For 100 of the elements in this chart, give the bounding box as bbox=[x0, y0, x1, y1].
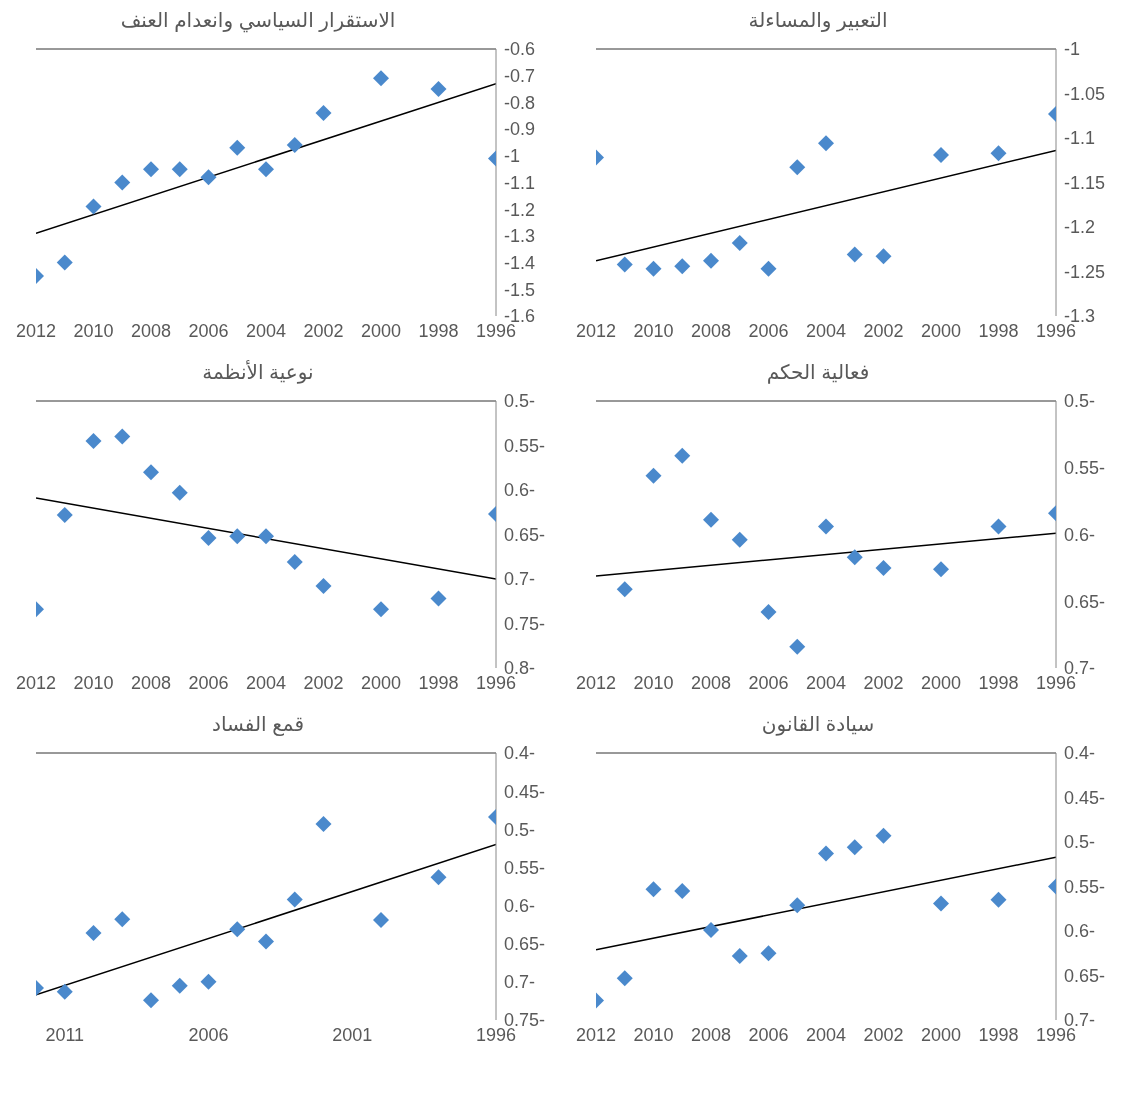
point bbox=[616, 581, 633, 598]
chart-title: التعبير والمساءلة bbox=[747, 8, 889, 34]
point bbox=[286, 554, 303, 571]
point bbox=[990, 145, 1007, 162]
y-tick-label: -1.3 bbox=[504, 226, 536, 247]
point bbox=[616, 256, 633, 273]
y-tick-label: -0.8 bbox=[504, 92, 536, 113]
x-tick-label: 2012 bbox=[575, 1024, 617, 1045]
chart-title: فعالية الحكم bbox=[765, 360, 871, 386]
point bbox=[990, 891, 1007, 908]
point bbox=[933, 561, 949, 578]
y-tick-label: 0.5- bbox=[504, 391, 536, 412]
point bbox=[430, 869, 447, 886]
chart-title: الاستقرار السياسي وانعدام العنف bbox=[119, 8, 397, 35]
x-tick-label: 2000 bbox=[920, 672, 962, 693]
x-tick-label: 2012 bbox=[15, 320, 57, 341]
point bbox=[85, 925, 102, 942]
y-tick-label: -1.1 bbox=[504, 172, 536, 193]
y-tick-label: -0.6 bbox=[504, 39, 536, 60]
point bbox=[85, 198, 102, 215]
x-tick-label: 2012 bbox=[15, 672, 57, 693]
x-tick-label: 2002 bbox=[303, 320, 344, 341]
x-tick-label: 2010 bbox=[633, 1024, 674, 1045]
point bbox=[229, 528, 246, 545]
point bbox=[200, 530, 217, 547]
point bbox=[229, 921, 246, 938]
point bbox=[645, 881, 662, 898]
point bbox=[933, 895, 949, 912]
point bbox=[703, 511, 719, 528]
point bbox=[731, 947, 748, 964]
x-tick-label: 2004 bbox=[245, 320, 287, 341]
x-tick-label: 2002 bbox=[863, 1024, 904, 1045]
point bbox=[56, 254, 73, 271]
point bbox=[760, 260, 777, 277]
y-tick-label: 0.5- bbox=[504, 819, 536, 840]
y-tick-label: -1 bbox=[504, 146, 521, 167]
point bbox=[143, 464, 159, 481]
y-tick-label: 0.5- bbox=[1064, 832, 1096, 853]
point bbox=[56, 506, 73, 523]
point bbox=[731, 531, 748, 548]
chart-title: نوعية الأنظمة bbox=[201, 360, 315, 386]
point bbox=[875, 827, 892, 844]
y-tick-label: 0.65- bbox=[1064, 591, 1106, 612]
x-tick-label: 2011 bbox=[45, 1024, 85, 1045]
x-tick-label: 2004 bbox=[805, 1024, 847, 1045]
point bbox=[315, 578, 332, 595]
point bbox=[645, 467, 662, 484]
x-tick-label: 2012 bbox=[575, 672, 617, 693]
point bbox=[315, 815, 332, 832]
point bbox=[818, 518, 834, 535]
x-tick-label: 2002 bbox=[863, 320, 904, 341]
point bbox=[56, 983, 73, 1000]
point bbox=[430, 81, 447, 98]
point bbox=[674, 447, 691, 464]
x-tick-label: 1998 bbox=[978, 1024, 1019, 1045]
x-tick-label: 2012 bbox=[575, 320, 617, 341]
y-tick-label: -0.9 bbox=[504, 119, 536, 140]
y-tick-label: 0.75- bbox=[504, 613, 546, 634]
point bbox=[818, 845, 834, 862]
y-tick-label: -1.05 bbox=[1064, 83, 1106, 104]
x-tick-label: 2002 bbox=[863, 672, 904, 693]
y-tick-label: 0.55- bbox=[1064, 876, 1106, 897]
y-tick-label: 0.6- bbox=[1064, 524, 1096, 545]
y-tick-label: -1.5 bbox=[504, 279, 536, 300]
point bbox=[430, 590, 447, 607]
x-tick-label: 2008 bbox=[690, 672, 732, 693]
x-tick-label: 2000 bbox=[360, 672, 402, 693]
y-tick-label: 0.6- bbox=[504, 480, 536, 501]
point bbox=[789, 897, 806, 914]
point bbox=[171, 161, 188, 178]
point bbox=[933, 146, 949, 163]
point bbox=[286, 137, 303, 154]
point bbox=[616, 970, 633, 987]
point bbox=[171, 977, 188, 994]
point bbox=[315, 105, 332, 122]
y-tick-label: 0.55- bbox=[504, 435, 546, 456]
point bbox=[286, 891, 303, 908]
x-tick-label: 2002 bbox=[303, 672, 344, 693]
x-tick-label: 2004 bbox=[805, 320, 847, 341]
point bbox=[818, 135, 834, 152]
x-tick-label: 2006 bbox=[188, 1024, 229, 1045]
y-tick-label: 0.5- bbox=[1064, 391, 1096, 412]
point bbox=[789, 638, 806, 655]
x-tick-label: 2006 bbox=[748, 672, 789, 693]
x-tick-label: 2008 bbox=[690, 320, 732, 341]
point bbox=[171, 484, 188, 501]
point bbox=[789, 159, 806, 176]
x-tick-label: 2006 bbox=[748, 1024, 789, 1045]
point bbox=[373, 70, 389, 87]
y-tick-label: -1.2 bbox=[1064, 217, 1096, 238]
point bbox=[85, 433, 102, 450]
y-tick-label: 0.55- bbox=[1064, 458, 1106, 479]
x-tick-label: 2010 bbox=[633, 320, 674, 341]
point bbox=[703, 922, 719, 939]
chart-title: قمع الفساد bbox=[211, 712, 305, 738]
point bbox=[200, 169, 217, 186]
point bbox=[258, 933, 274, 950]
x-tick-label: 2010 bbox=[633, 672, 674, 693]
x-tick-label: 1998 bbox=[418, 320, 459, 341]
y-tick-label: 0.6- bbox=[1064, 921, 1096, 942]
